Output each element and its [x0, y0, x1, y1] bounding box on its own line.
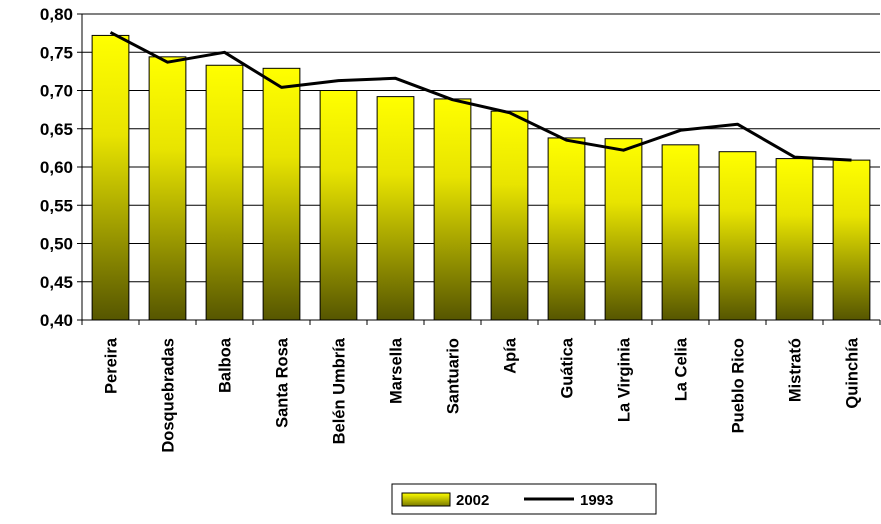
x-tick-label: Guática	[559, 337, 577, 398]
legend-label-2002: 2002	[456, 492, 489, 509]
y-tick-label: 0,65	[40, 120, 73, 139]
legend: 2002 1993	[391, 483, 657, 515]
gridlines	[77, 13, 880, 321]
x-tick-label: Dosquebradas	[160, 338, 178, 453]
bar	[661, 144, 700, 321]
bar	[832, 159, 871, 321]
x-tick-label: Santa Rosa	[274, 337, 292, 428]
y-tick-label: 0,40	[40, 311, 73, 330]
bar	[205, 64, 244, 321]
bar	[319, 90, 358, 321]
y-tick-label: 0,60	[40, 158, 73, 177]
bar	[775, 158, 814, 321]
x-tick-labels: Pereira Dosquebradas Balboa Santa Rosa Belén…	[103, 337, 862, 452]
y-tick-label: 0,45	[40, 273, 73, 292]
x-tick-label: Mistrató	[787, 338, 805, 402]
y-tick-labels: 0,40 0,45 0,50 0,55 0,60 0,65 0,70 0,75 0,80	[40, 5, 73, 330]
x-tick-label: La Virginia	[616, 337, 634, 422]
y-tick-label: 0,80	[40, 5, 73, 24]
x-tick-label: Quinchía	[844, 337, 862, 408]
x-tick-label: Belén Umbría	[331, 337, 349, 444]
y-tick-label: 0,55	[40, 196, 73, 215]
bar	[604, 138, 643, 321]
bar	[262, 67, 301, 321]
legend-label-1993: 1993	[580, 492, 613, 509]
legend-swatch-2002	[401, 492, 451, 507]
y-tick-label: 0,75	[40, 43, 73, 62]
y-tick-label: 0,50	[40, 235, 73, 254]
x-tick-label: Pueblo Rico	[730, 338, 748, 433]
bar	[547, 137, 586, 321]
series-line	[109, 31, 852, 162]
bar	[91, 34, 130, 321]
x-tick-label: Marsella	[388, 337, 406, 404]
bar	[433, 98, 472, 321]
x-tick-label: La Celia	[673, 337, 691, 401]
x-tick-label: Pereira	[103, 337, 121, 394]
bar	[376, 96, 415, 321]
x-tick-label: Apía	[502, 337, 520, 374]
bar	[490, 110, 529, 321]
bar	[718, 151, 757, 321]
axes	[81, 14, 881, 325]
x-tick-label: Balboa	[217, 337, 235, 393]
y-tick-label: 0,70	[40, 82, 73, 101]
bar	[148, 56, 187, 321]
bar-series-2002	[91, 34, 871, 321]
line-series-1993	[109, 31, 852, 162]
x-tick-label: Santuario	[445, 338, 463, 414]
